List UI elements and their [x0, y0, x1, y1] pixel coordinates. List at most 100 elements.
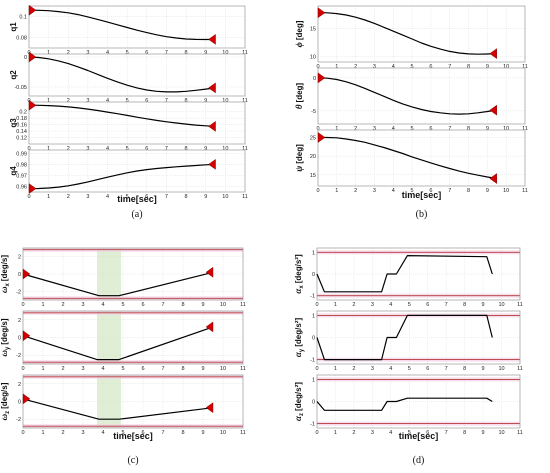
y-axis-subscript: x [5, 283, 11, 287]
x-tick-label: 1 [41, 366, 44, 372]
y-axis-label: αz[deg/s²] [293, 382, 305, 421]
x-tick-label: 1 [47, 194, 50, 200]
x-tick-label: 9 [486, 188, 489, 194]
y-axis-label: q1 [9, 22, 18, 32]
x-tick-label: 6 [141, 366, 144, 372]
y-axis-subscript: y [5, 346, 11, 350]
y-tick-label: 1 [312, 377, 315, 383]
x-axis-label: time[sec] [402, 190, 442, 200]
x-axis-label: time[sec] [113, 431, 153, 441]
x-tick-label: 0 [316, 188, 319, 194]
x-tick-label: 6 [426, 302, 429, 308]
subplot-2-1: 0 1 2 3 4 5 6 7 8 9 10 11 2 0 -2 ωy[deg/s] [0, 311, 246, 372]
y-axis-label: q4 [9, 166, 18, 176]
y-tick-label: 0.2 [19, 110, 27, 116]
x-tick-label: 4 [389, 430, 392, 436]
x-tick-label: 8 [181, 430, 184, 436]
subplot-1-1: 0 1 2 3 4 5 6 7 8 9 10 110-5θ[deg] [294, 68, 528, 132]
x-axis-label: time[sec] [399, 431, 439, 441]
x-tick-label: 2 [352, 302, 355, 308]
y-tick-label: 2 [18, 318, 21, 324]
x-tick-label: 4 [106, 194, 109, 200]
x-tick-label: 11 [522, 188, 528, 194]
subplot-0-3: 0 1 2 3 4 5 6 7 8 9 10 110.990.980.970.96q4 [9, 150, 248, 200]
chart-0: 012345678910110.10.08q1012345678910110-0… [9, 5, 248, 220]
y-tick-label: -1 [310, 358, 315, 364]
y-axis-unit: [deg] [295, 83, 304, 103]
x-tick-label: 11 [240, 430, 246, 436]
x-tick-label: 3 [86, 194, 89, 200]
x-tick-label: 10 [498, 302, 504, 308]
x-tick-label: 3 [81, 302, 84, 308]
chart-3: 0 1 2 3 4 5 6 7 8 9 10 1110-1αx[deg/s²]0 1 2 3 4 5 6 7 8 9 10… [293, 248, 523, 466]
x-tick-label: 4 [389, 366, 392, 372]
x-tick-label: 8 [185, 194, 188, 200]
chart-2: 0 1 2 3 4 5 6 7 8 9 10 1120-2ωx[deg/s]0 1 2 3 4 5 6 7 8 9 10 1… [0, 248, 246, 466]
y-axis-label: θ[deg] [294, 83, 304, 110]
y-axis-symbol: θ [294, 104, 304, 109]
y-tick-label: 0 [312, 400, 315, 406]
x-tick-label: 7 [161, 302, 164, 308]
x-tick-label: 7 [161, 366, 164, 372]
x-tick-label: 3 [373, 188, 376, 194]
y-tick-label: -2 [16, 289, 21, 295]
x-tick-label: 2 [61, 302, 64, 308]
x-tick-label: 7 [445, 430, 448, 436]
x-tick-label: 8 [181, 302, 184, 308]
y-tick-label: 15 [310, 173, 316, 179]
y-axis-symbol: ψ [294, 165, 304, 172]
x-tick-label: 3 [81, 430, 84, 436]
subplot-0-2: 0 1 2 3 4 5 6 7 8 9 10 110.20.180.160.140.12q3 [9, 100, 248, 152]
x-tick-label: 10 [222, 194, 228, 200]
x-tick-label: 0 [21, 302, 24, 308]
x-tick-label: 11 [517, 302, 523, 308]
y-tick-label: 0.96 [16, 184, 27, 190]
x-tick-label: 3 [371, 302, 374, 308]
x-tick-label: 0 [315, 430, 318, 436]
x-tick-label: 9 [204, 194, 207, 200]
y-tick-label: 0 [18, 272, 21, 278]
x-tick-label: 10 [498, 366, 504, 372]
y-tick-label: -1 [310, 422, 315, 428]
y-axis-subscript: z [5, 411, 11, 414]
x-tick-label: 4 [101, 302, 104, 308]
x-tick-label: 8 [181, 366, 184, 372]
y-tick-label: 1 [312, 313, 315, 319]
y-tick-label: 10 [310, 54, 316, 60]
y-tick-label: 0 [313, 76, 316, 82]
x-tick-label: 9 [201, 302, 204, 308]
figure-caption: (d) [413, 455, 425, 466]
x-tick-label: 11 [240, 366, 246, 372]
y-axis-label: ψ[deg] [294, 144, 304, 172]
x-tick-label: 1 [334, 366, 337, 372]
x-tick-label: 11 [517, 430, 523, 436]
y-axis-label: ϕ[deg] [294, 20, 304, 47]
x-tick-label: 6 [426, 366, 429, 372]
x-axis-label: time[sec] [117, 194, 157, 204]
x-tick-label: 4 [101, 366, 104, 372]
y-axis-unit: [deg/s²] [294, 382, 303, 411]
plot-area [318, 68, 525, 124]
x-tick-label: 8 [463, 430, 466, 436]
y-axis-unit: [deg/s] [0, 255, 9, 282]
y-tick-label: 0 [18, 400, 21, 406]
y-axis-unit: [deg/s²] [294, 254, 303, 283]
x-tick-label: 2 [352, 366, 355, 372]
subplot-0-0: 012345678910110.10.08q1 [9, 5, 248, 56]
x-tick-label: 9 [201, 366, 204, 372]
y-tick-label: 0 [312, 272, 315, 278]
y-axis-unit: [deg/s] [0, 318, 9, 345]
chart-1: 0 1 2 3 4 5 6 7 8 9 10 111510ϕ[deg]0 1 2 3 4 5 6 7 8 9 10 110-… [294, 6, 528, 220]
x-tick-label: 11 [517, 366, 523, 372]
x-tick-label: 4 [389, 302, 392, 308]
x-tick-label: 9 [482, 366, 485, 372]
subplot-3-0: 0 1 2 3 4 5 6 7 8 9 10 1110-1αx[deg/s²] [293, 248, 523, 308]
y-tick-label: 0 [24, 55, 27, 61]
y-tick-label: 1 [312, 250, 315, 256]
y-axis-label: q2 [9, 70, 18, 80]
x-tick-label: 1 [334, 430, 337, 436]
subplot-2-0: 0 1 2 3 4 5 6 7 8 9 10 11 2 0 -2 ωx[deg/s] [0, 248, 246, 308]
x-tick-label: 9 [482, 302, 485, 308]
subplot-0-1: 012345678910110-0.05q2 [9, 52, 248, 104]
